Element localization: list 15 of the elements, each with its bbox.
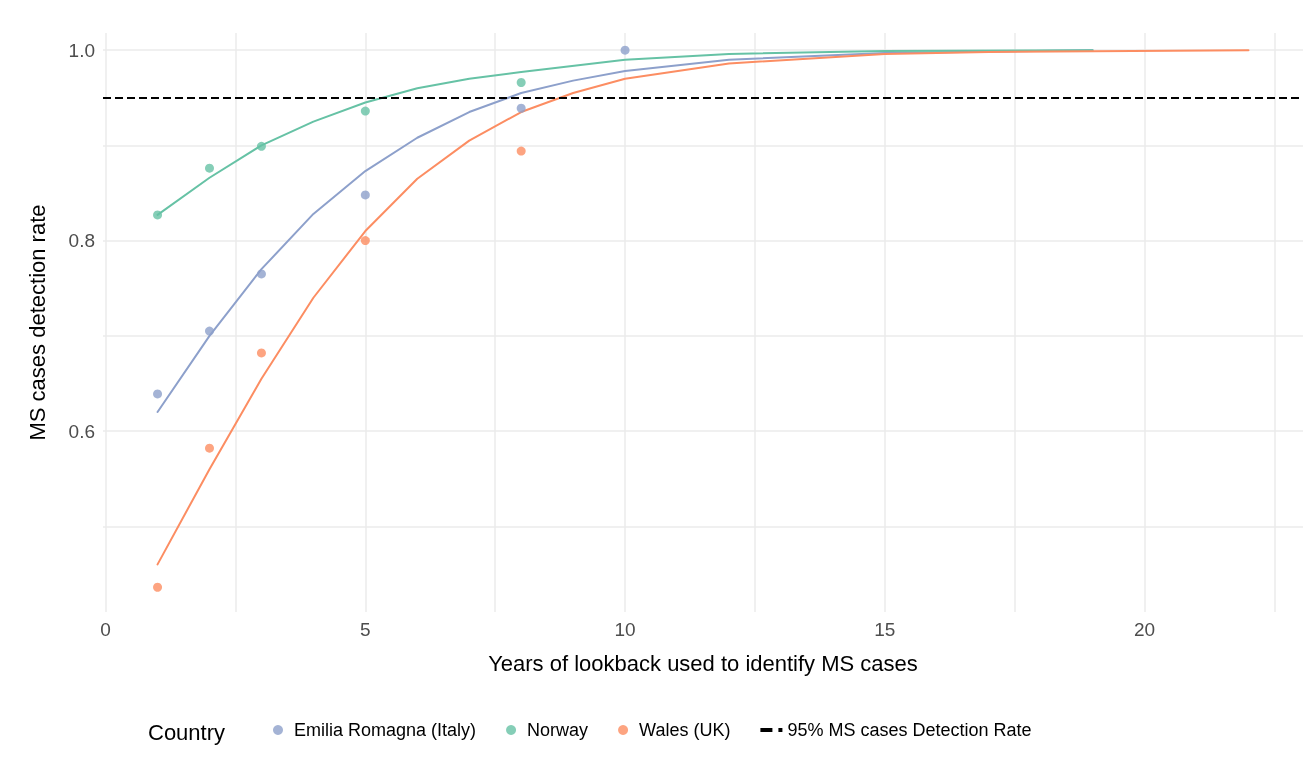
x-tick-label: 15 — [874, 619, 896, 640]
x-tick-label: 20 — [1133, 619, 1156, 640]
x-axis-title: Years of lookback used to identify MS cases — [488, 650, 918, 676]
x-tick-label: 5 — [360, 619, 371, 640]
y-tick-label: 0.6 — [68, 420, 95, 442]
legend-label: Norway — [527, 720, 589, 740]
y-tick-label: 1.0 — [68, 39, 95, 61]
x-tick-label: 0 — [100, 619, 111, 640]
legend-label: Wales (UK) — [639, 720, 731, 740]
y-axis-title: MS cases detection rate — [24, 204, 50, 441]
legend-label: Emilia Romagna (Italy) — [294, 720, 477, 740]
legend-label: 95% MS cases Detection Rate — [787, 720, 1032, 740]
x-tick-label: 10 — [614, 619, 636, 640]
y-tick-label: 0.8 — [68, 230, 95, 252]
legend-title: Country — [148, 719, 226, 745]
